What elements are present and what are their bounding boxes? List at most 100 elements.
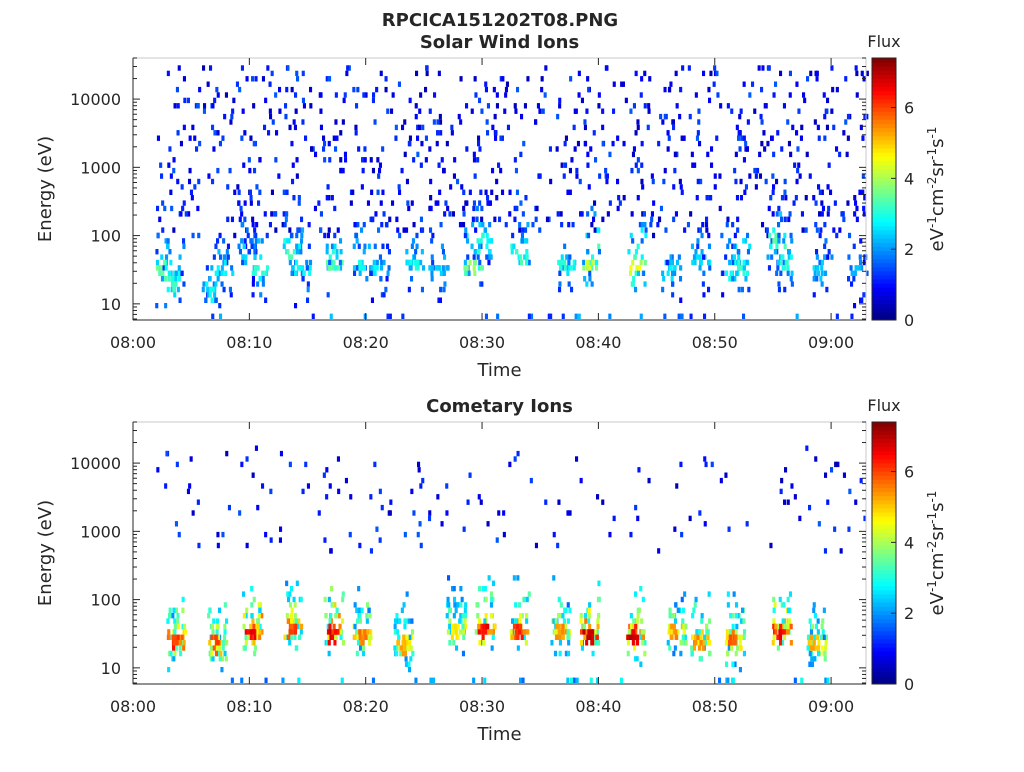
spectrogram-cell [567, 650, 571, 657]
spectrogram-cell [766, 232, 770, 239]
spectrogram-cell [822, 607, 826, 613]
spectrogram-cell [182, 76, 186, 82]
spectrogram-cell [781, 640, 785, 646]
spectrogram-cell [339, 157, 343, 163]
spectrogram-cell [689, 313, 693, 319]
spectrogram-cell [428, 146, 432, 152]
spectrogram-cell [300, 216, 304, 223]
x-tick-label: 08:20 [343, 333, 389, 352]
spectrogram-cell [515, 189, 519, 195]
spectrogram-cell [515, 205, 519, 212]
spectrogram-cell [733, 243, 737, 249]
spectrogram-cell [382, 259, 386, 266]
spectrogram-cell [169, 259, 173, 266]
spectrogram-cell [472, 254, 476, 260]
spectrogram-cell [814, 456, 818, 462]
spectrogram-cell [742, 238, 746, 244]
spectrogram-cell [253, 167, 257, 174]
spectrogram-cell [409, 656, 413, 662]
spectrogram-cell [166, 238, 170, 244]
spectrogram-cell [207, 613, 211, 619]
spectrogram-cell [414, 249, 418, 255]
spectrogram-cell [417, 467, 421, 473]
spectrogram-cell [362, 222, 366, 228]
spectrogram-cell [222, 238, 226, 244]
spectrogram-cell [294, 623, 298, 630]
spectrogram-cell [590, 640, 594, 646]
spectrogram-cell [331, 634, 335, 640]
spectrogram-cell [769, 243, 773, 249]
spectrogram-cell [562, 259, 566, 266]
spectrogram-cell [339, 634, 343, 640]
spectrogram-cell [231, 270, 235, 276]
spectrogram-cell [640, 162, 644, 168]
spectrogram-cell [304, 135, 308, 141]
spectrogram-cell [167, 276, 171, 282]
colorbar-segment [872, 258, 896, 264]
spectrogram-cell [726, 216, 730, 223]
spectrogram-cell [582, 629, 586, 635]
spectrogram-cell [418, 108, 422, 114]
spectrogram-cell [724, 254, 728, 260]
spectrogram-cell [680, 135, 684, 141]
spectrogram-cell [378, 162, 382, 168]
spectrogram-cell [243, 130, 247, 136]
spectrogram-cell [366, 602, 370, 608]
spectrogram-cell [352, 86, 356, 93]
spectrogram-cell [450, 130, 454, 136]
spectrogram-cell [737, 254, 741, 260]
spectrogram-cell [525, 254, 529, 260]
spectrogram-cell [675, 634, 679, 640]
spectrogram-cell [249, 135, 253, 141]
spectrogram-cell [601, 216, 605, 223]
spectrogram-cell [171, 634, 175, 640]
spectrogram-cell [634, 162, 638, 168]
spectrogram-cell [806, 645, 810, 651]
colorbar-segment [872, 512, 896, 517]
spectrogram-cell [694, 249, 698, 255]
spectrogram-cell [164, 265, 168, 271]
spectrogram-cell [698, 227, 702, 233]
spectrogram-cell [198, 140, 202, 147]
spectrogram-cell [490, 613, 494, 619]
spectrogram-cell [812, 607, 816, 613]
spectrogram-cell [470, 108, 474, 114]
spectrogram-cell [169, 650, 173, 657]
spectrogram-cell [473, 249, 477, 255]
spectrogram-cell [741, 607, 745, 613]
spectrogram-cell [156, 467, 160, 473]
spectrogram-cell [496, 313, 500, 319]
spectrogram-cell [251, 270, 255, 276]
spectrogram-cell [504, 222, 508, 228]
spectrogram-cell [375, 259, 379, 266]
spectrogram-cell [783, 286, 787, 293]
spectrogram-cell [341, 591, 345, 597]
spectrogram-cell [842, 130, 846, 136]
spectrogram-cell [404, 661, 408, 667]
spectrogram-cell [247, 157, 251, 163]
spectrogram-cell [334, 92, 338, 98]
colorbar-segment [872, 557, 896, 562]
spectrogram-cell [381, 189, 385, 195]
spectrogram-cell [774, 623, 778, 630]
spectrogram-cell [215, 86, 219, 93]
spectrogram-cell [775, 178, 779, 185]
spectrogram-cell [292, 195, 296, 201]
spectrogram-cell [819, 276, 823, 282]
spectrogram-cell [701, 222, 705, 228]
spectrogram-cell [694, 634, 698, 640]
spectrogram-cell [461, 623, 465, 630]
spectrogram-cell [575, 677, 579, 683]
spectrogram-cell [693, 162, 697, 168]
spectrogram-cell [436, 130, 440, 136]
y-tick-label: 100 [90, 227, 121, 246]
spectrogram-cell [767, 205, 771, 212]
spectrogram-cell [408, 265, 412, 271]
spectrogram-cell [258, 607, 262, 613]
spectrogram-cell [260, 629, 264, 635]
spectrogram-cell [364, 92, 368, 98]
y-tick-label: 10000 [70, 454, 121, 473]
spectrogram-cell [580, 645, 584, 651]
spectrogram-cell [214, 634, 218, 640]
spectrogram-cell [593, 634, 597, 640]
